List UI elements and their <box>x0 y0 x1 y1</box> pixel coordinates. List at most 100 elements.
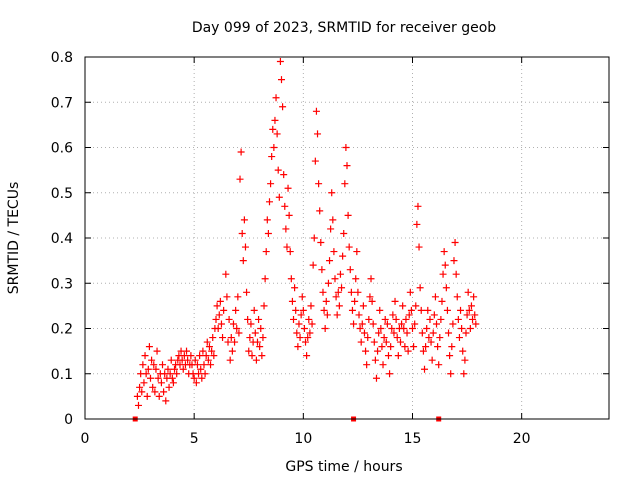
y-tick-labels: 0 0.1 0.2 0.3 0.4 0.5 0.6 0.7 0.8 <box>51 50 73 428</box>
data-point <box>293 329 301 337</box>
data-point <box>366 293 374 301</box>
data-point <box>382 338 390 346</box>
data-point <box>386 370 394 378</box>
data-point <box>222 270 230 278</box>
data-point <box>469 315 477 323</box>
data-point <box>269 125 277 133</box>
data-point <box>443 306 451 314</box>
data-point <box>216 297 224 305</box>
data-point <box>375 329 383 337</box>
data-point <box>467 302 475 310</box>
data-point <box>272 94 280 102</box>
data-point <box>458 325 466 332</box>
data-point <box>200 361 208 369</box>
data-point <box>472 320 480 328</box>
grid <box>85 57 609 419</box>
data-points <box>132 58 480 422</box>
data-point <box>441 261 449 269</box>
data-point <box>141 352 149 360</box>
data-point <box>338 284 346 292</box>
data-point <box>459 347 467 355</box>
data-point <box>183 347 191 355</box>
data-point <box>198 374 206 382</box>
data-point <box>332 293 340 301</box>
data-point <box>298 293 306 301</box>
data-point <box>205 343 213 351</box>
data-point <box>299 306 307 314</box>
data-point <box>302 338 310 346</box>
data-point <box>376 306 384 314</box>
data-point <box>288 297 296 305</box>
data-point <box>171 365 179 373</box>
data-point <box>435 361 443 369</box>
data-point <box>143 392 151 400</box>
y-tick-label: 0.8 <box>51 50 73 66</box>
y-tick-label: 0.2 <box>51 322 73 338</box>
data-point <box>345 243 353 251</box>
data-point <box>227 334 235 342</box>
data-point <box>377 325 385 332</box>
data-point <box>405 311 413 319</box>
data-point <box>134 401 142 409</box>
data-point <box>311 157 319 165</box>
data-point <box>212 315 220 323</box>
data-point <box>451 239 459 247</box>
data-point <box>214 325 222 332</box>
data-point <box>428 356 436 364</box>
data-point <box>197 365 205 373</box>
data-point <box>362 347 370 355</box>
data-point <box>213 302 221 310</box>
data-point <box>329 216 337 224</box>
data-point <box>340 229 348 237</box>
data-point <box>180 352 188 360</box>
data-point <box>284 184 292 192</box>
data-point <box>199 347 207 355</box>
data-point <box>319 288 327 296</box>
data-point <box>347 288 355 296</box>
data-point <box>421 365 429 373</box>
data-point <box>418 329 426 337</box>
x-axis-title: GPS time / hours <box>285 459 402 475</box>
data-point <box>343 162 351 170</box>
data-point <box>328 189 336 197</box>
data-point <box>232 306 240 314</box>
data-point <box>208 347 216 355</box>
data-point <box>381 315 389 323</box>
data-point <box>396 338 404 346</box>
data-point <box>262 248 270 256</box>
data-point <box>234 293 242 301</box>
data-point <box>173 370 181 378</box>
data-point <box>446 352 454 360</box>
data-point <box>447 370 455 378</box>
data-point <box>411 320 419 328</box>
data-point <box>167 356 175 364</box>
data-point <box>449 320 457 328</box>
data-point <box>252 356 260 364</box>
data-point <box>239 257 247 265</box>
data-point <box>243 288 251 296</box>
data-point <box>291 284 299 292</box>
data-point <box>342 144 350 151</box>
data-point <box>357 338 365 346</box>
data-point <box>452 270 460 278</box>
data-point <box>360 329 368 337</box>
data-point <box>295 320 303 328</box>
data-point <box>273 130 281 138</box>
data-point <box>324 279 332 287</box>
data-point <box>258 352 266 360</box>
data-point <box>290 315 298 323</box>
data-point <box>379 361 387 369</box>
data-point <box>169 379 177 387</box>
data-point <box>318 266 326 274</box>
data-point <box>384 352 392 360</box>
data-point <box>412 302 420 310</box>
data-point <box>276 58 284 66</box>
data-point <box>314 130 322 138</box>
data-point <box>279 103 287 111</box>
data-point <box>160 388 168 396</box>
data-point <box>238 229 246 237</box>
y-tick-label: 0.1 <box>51 367 73 383</box>
data-point <box>140 379 148 387</box>
data-point <box>195 370 203 378</box>
